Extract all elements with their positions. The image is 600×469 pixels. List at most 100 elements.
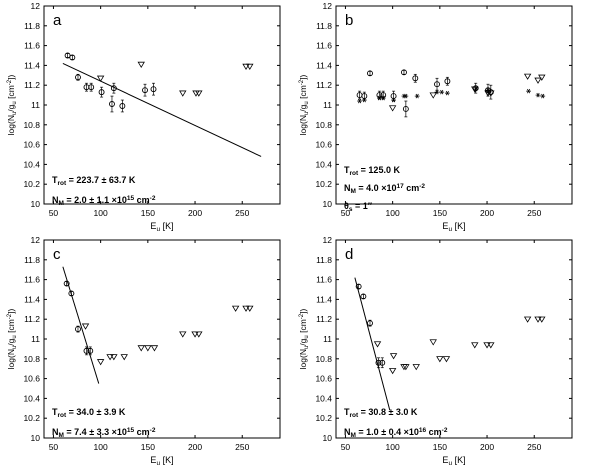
upper-limit-triangle (195, 331, 203, 338)
upper-limit-triangle (388, 368, 397, 375)
data-point-circle (444, 78, 451, 85)
y-tick-label: 11.8 (316, 255, 332, 265)
model-point-star (434, 89, 440, 95)
y-tick-label: 11.2 (24, 314, 40, 324)
y-tick-label: 11.2 (316, 80, 332, 90)
y-tick-label: 10 (323, 433, 333, 443)
x-tick-label: 50 (49, 208, 59, 218)
x-tick-label: 100 (94, 442, 108, 452)
upper-limit-triangle (534, 77, 542, 84)
data-point-circle (390, 93, 397, 100)
x-tick-label: 100 (386, 208, 400, 218)
data-point-circle (367, 320, 373, 327)
data-point-circle (68, 290, 75, 297)
annotation-2: NM = 4.0 ×1017 cm-2 (344, 183, 425, 195)
x-axis-label: Eu [K] (150, 455, 173, 467)
y-tick-label: 10.2 (23, 413, 40, 423)
panel-label: b (345, 12, 353, 29)
panel-b: 50 100 150 200 250 10 10.2 10.4 10.6 10.8 11 11.2 11… (298, 1, 573, 233)
upper-limit-triangle (96, 359, 105, 366)
upper-limit-triangle (106, 354, 114, 361)
x-tick-label: 50 (341, 442, 351, 452)
model-point-star (485, 87, 491, 93)
annotation-1: Trot = 125.0 K (344, 165, 400, 177)
y-tick-label: 10.2 (23, 179, 40, 189)
model-point-star (380, 95, 386, 101)
y-tick-label: 10.4 (23, 393, 40, 403)
data-point-circle (434, 81, 440, 88)
x-tick-label: 100 (386, 442, 400, 452)
y-tick-label: 11.4 (24, 60, 40, 70)
data-point-circle (83, 347, 90, 354)
y-tick-label: 10.4 (315, 393, 332, 403)
data-point-circle (150, 86, 157, 93)
upper-limit-triangle (483, 342, 491, 349)
upper-limit-triangle (538, 316, 546, 323)
y-tick-label: 10.6 (315, 374, 332, 384)
upper-limit-triangle (523, 73, 532, 80)
y-tick-label: 11 (31, 334, 40, 344)
data-point-circle (88, 84, 95, 91)
y-tick-label: 11 (31, 100, 40, 110)
model-point-star (444, 90, 450, 96)
x-axis-label: Eu [K] (442, 455, 465, 467)
data-point-circle (87, 347, 94, 354)
data-point-circle (109, 101, 115, 107)
data-point-circle (75, 74, 81, 81)
upper-limit-triangle (231, 305, 240, 312)
y-tick-label: 10.8 (315, 354, 332, 364)
data-point-circle (367, 70, 373, 77)
upper-limit-triangle (534, 316, 542, 323)
y-tick-label: 11.6 (24, 275, 40, 285)
upper-limit-triangle (402, 364, 410, 371)
y-tick-label: 10.2 (315, 413, 332, 423)
annotation-1: Trot = 34.0 ± 3.9 K (52, 407, 126, 419)
upper-limit-triangle (436, 356, 444, 363)
upper-limit-triangle (487, 342, 495, 349)
model-point-star (439, 89, 445, 95)
y-tick-label: 11.4 (316, 60, 332, 70)
data-point-circle (119, 103, 126, 109)
annotation-2: NM = 1.0 ± 0.4 ×1016 cm-2 (344, 427, 448, 439)
y-tick-label: 11.8 (24, 21, 40, 31)
y-axis-label: log(Nu/gu [cm-2]) (6, 308, 18, 369)
data-point-circle (402, 106, 409, 112)
upper-limit-triangle (144, 345, 152, 352)
upper-limit-triangle (242, 63, 250, 70)
annotation-1: Trot = 223.7 ± 63.7 K (52, 175, 136, 187)
y-tick-label: 10.8 (315, 120, 332, 130)
model-point-star (526, 88, 531, 94)
x-tick-label: 250 (235, 442, 249, 452)
model-point-star (473, 86, 479, 92)
model-point-star (414, 93, 420, 99)
x-tick-label: 150 (433, 442, 447, 452)
data-point-circle (98, 89, 105, 96)
y-tick-label: 10.6 (315, 140, 332, 150)
upper-limit-triangle (242, 305, 250, 312)
fit-line (62, 266, 100, 384)
y-axis-label: log(Nu/gu [cm-2]) (298, 74, 310, 135)
y-tick-label: 12 (31, 235, 41, 245)
data-point-circle (360, 293, 367, 300)
y-tick-label: 10.2 (315, 179, 332, 189)
x-tick-label: 150 (433, 208, 447, 218)
y-axis-label: log(Nu/gu [cm-2]) (298, 308, 310, 369)
data-point-circle (75, 326, 81, 333)
x-tick-label: 150 (141, 442, 155, 452)
y-tick-label: 12 (323, 1, 333, 11)
x-axis-label: Eu [K] (442, 221, 465, 233)
y-tick-label: 10.8 (23, 354, 40, 364)
panel-d: 50 100 150 200 250 10 10.2 10.4 10.6 10.8 11 11.2 11… (298, 235, 573, 467)
fit-line (62, 62, 262, 157)
upper-limit-triangle (179, 90, 187, 97)
upper-limit-triangle (388, 105, 397, 112)
y-tick-label: 10.8 (23, 120, 40, 130)
upper-limit-triangle (195, 90, 203, 97)
data-point-circle (379, 359, 386, 366)
data-point-circle (355, 283, 362, 290)
y-tick-label: 12 (323, 235, 333, 245)
y-tick-label: 11.8 (24, 255, 40, 265)
upper-limit-triangle (150, 345, 159, 352)
x-tick-label: 50 (49, 442, 59, 452)
annotation-2: NM = 7.4 ± 3.3 ×1015 cm-2 (52, 427, 156, 439)
